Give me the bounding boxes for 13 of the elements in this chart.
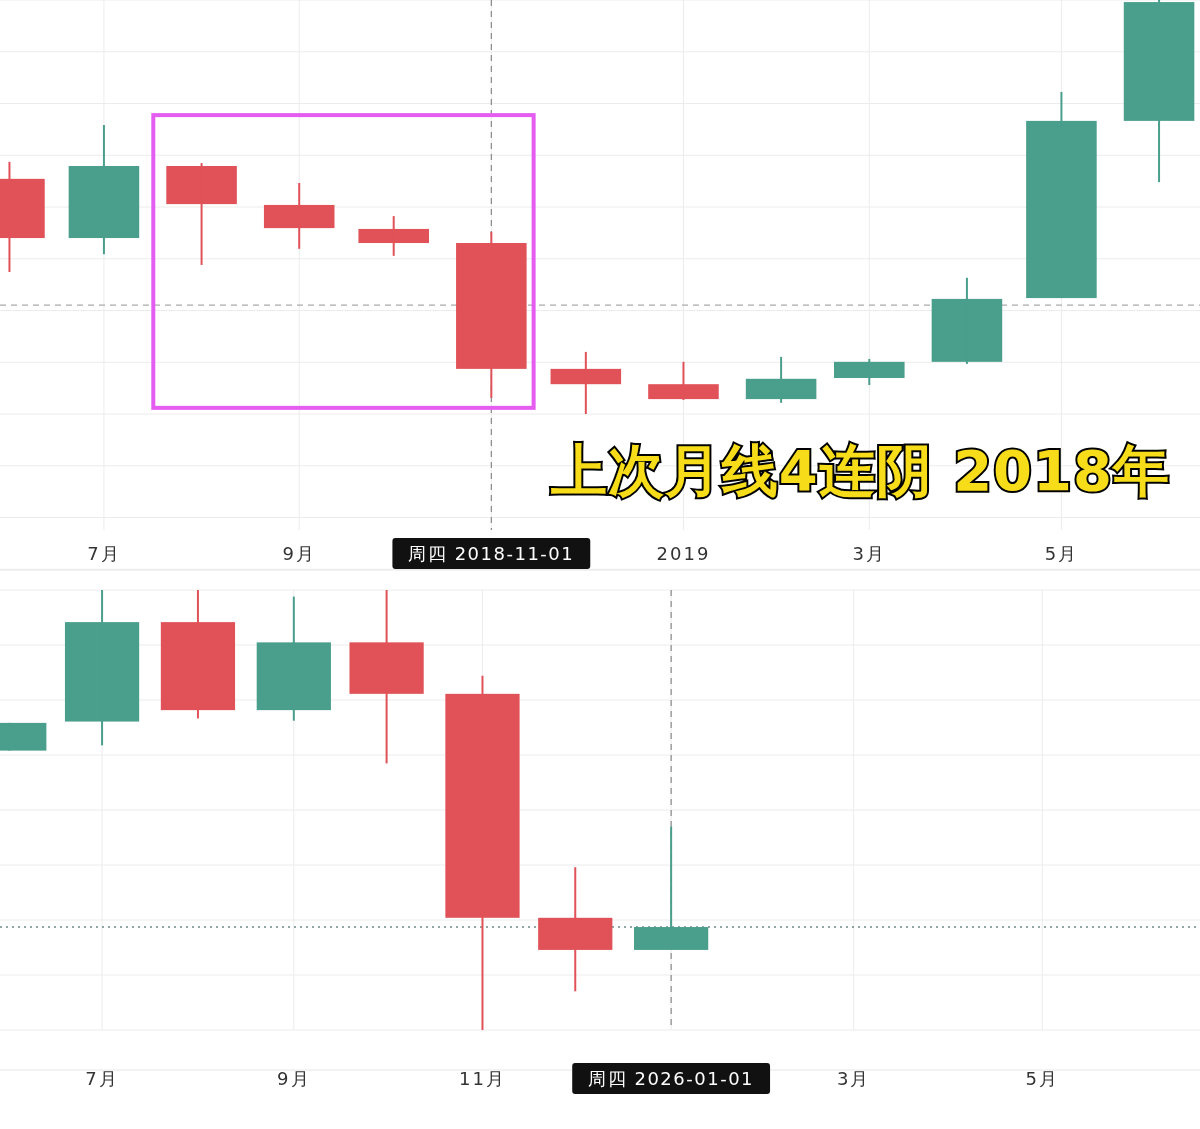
- text: 上次月线4连阴 2018年: [550, 438, 1170, 503]
- ref-line-label: 周四 2018-11-01: [408, 543, 575, 564]
- x-tick-label: 9月: [282, 543, 316, 564]
- x-tick-label: 2019: [656, 543, 711, 564]
- x-tick-label: 3月: [852, 543, 887, 564]
- x-tick-label: 5月: [1044, 543, 1079, 564]
- x-tick-label: 9月: [277, 1068, 311, 1089]
- x-tick-label: 7月: [85, 1068, 119, 1089]
- ref-line-label: 周四 2026-01-01: [588, 1068, 755, 1089]
- x-tick-label: 11月: [459, 1068, 506, 1089]
- x-tick-label: 7月: [87, 543, 121, 564]
- x-tick-label: 3月: [836, 1068, 871, 1089]
- x-tick-label: 5月: [1025, 1068, 1059, 1089]
